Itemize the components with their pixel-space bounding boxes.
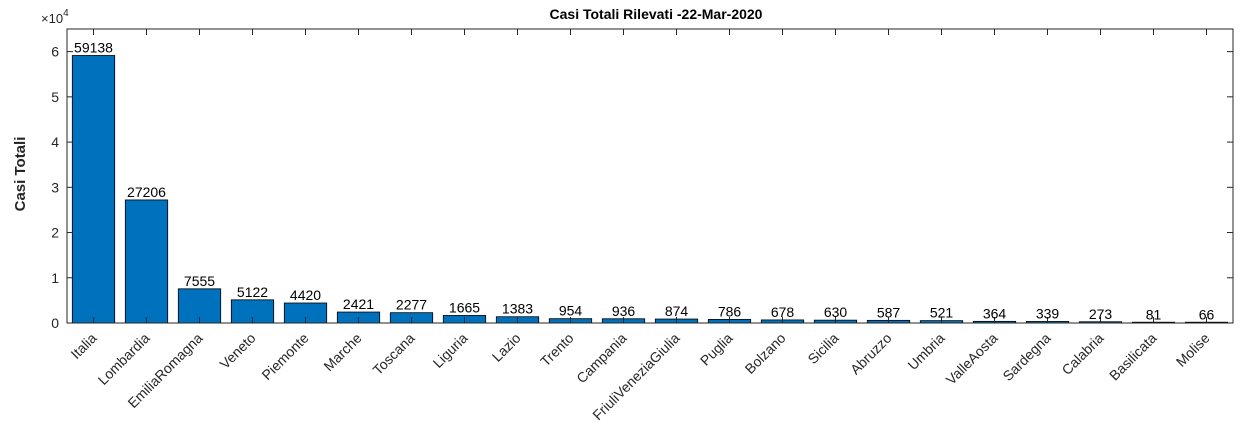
chart-title: Casi Totali Rilevati -22-Mar-2020 (550, 6, 763, 22)
x-category-label: Trento (537, 330, 577, 370)
bar-data-label: 4420 (290, 287, 321, 303)
bars-group (71, 55, 1229, 324)
bar-data-label: 66 (1199, 307, 1215, 323)
bar-data-label: 5122 (237, 284, 268, 300)
bar-data-label: 521 (930, 305, 954, 321)
bar-data-label: 1383 (502, 301, 533, 317)
y-tick-label: 4 (51, 134, 59, 150)
bar-data-label: 2421 (343, 296, 374, 312)
x-category-label: Sardegna (999, 330, 1053, 384)
bar-data-label: 786 (718, 303, 742, 319)
x-category-label: Toscana (369, 330, 417, 378)
x-category-label: Molise (1173, 330, 1213, 370)
bar-data-label: 874 (665, 303, 689, 319)
x-category-label: Umbria (904, 330, 947, 373)
x-category-label: Bolzano (742, 330, 789, 377)
x-category-label: Campania (573, 330, 630, 387)
x-category-label: Marche (320, 330, 364, 374)
bar-data-label: 27206 (127, 184, 166, 200)
bar-data-label: 954 (559, 303, 583, 319)
x-category-label: Piemonte (258, 330, 311, 383)
y-tick-label: 3 (51, 179, 59, 195)
x-category-label: Sicilia (804, 330, 841, 367)
bar-data-label: 678 (771, 304, 795, 320)
x-category-label: ValleAosta (943, 330, 1001, 388)
bar-data-label: 630 (824, 304, 848, 320)
bar-data-label: 364 (983, 305, 1007, 321)
bar-data-label: 7555 (184, 273, 215, 289)
bar-data-label: 936 (612, 303, 636, 319)
x-category-label: Lazio (489, 330, 524, 365)
bar-data-label: 59138 (74, 40, 113, 56)
bar-data-label: 273 (1089, 306, 1113, 322)
bar (177, 288, 222, 324)
ticks-group (67, 29, 1233, 324)
axes-box (66, 28, 1234, 324)
x-category-label: Liguria (430, 330, 471, 371)
bar-data-label: 81 (1146, 307, 1162, 323)
y-tick-label: 1 (51, 270, 59, 286)
y-axis-exponent-power: 4 (63, 8, 69, 19)
bar-data-label: 2277 (396, 297, 427, 313)
y-axis-label: Casi Totali (12, 137, 29, 212)
y-tick-label: 5 (51, 89, 59, 105)
bar (124, 199, 169, 324)
y-tick-label: 0 (51, 315, 59, 331)
x-category-label: Veneto (216, 330, 258, 372)
bar-data-label: 339 (1036, 305, 1060, 321)
x-category-label: Calabria (1058, 330, 1106, 378)
x-category-label: Italia (67, 330, 99, 362)
bar-data-label: 587 (877, 304, 901, 320)
y-tick-label: 6 (51, 44, 59, 60)
y-axis-exponent: ×104 (41, 8, 69, 26)
y-axis-exponent-base: ×10 (41, 11, 63, 26)
x-category-label: Puglia (697, 330, 736, 369)
bar (71, 55, 116, 324)
x-category-label: Abruzzo (847, 330, 895, 378)
y-tick-label: 2 (51, 225, 59, 241)
x-category-label: Basilicata (1106, 330, 1160, 384)
bar-data-label: 1665 (449, 299, 480, 315)
